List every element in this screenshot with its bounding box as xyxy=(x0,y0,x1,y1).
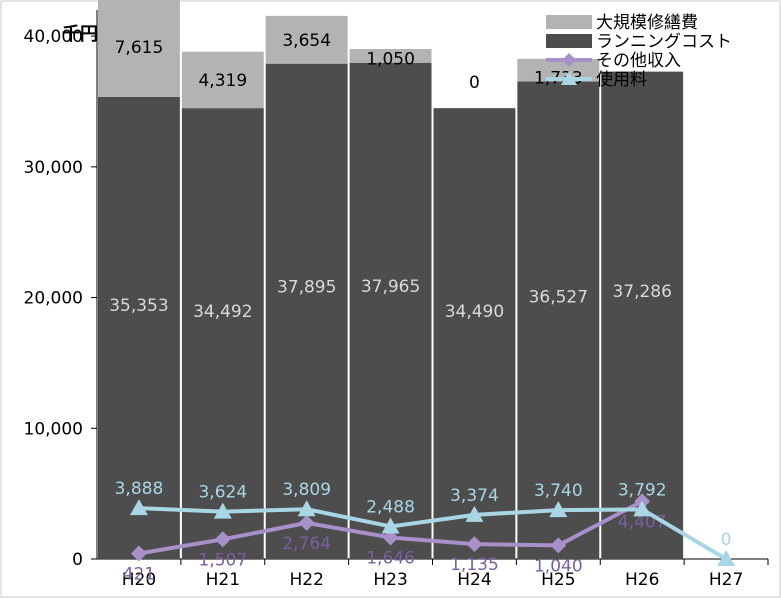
bar-data-label: 37,895 xyxy=(277,278,336,298)
bar-data-label: 34,492 xyxy=(193,302,252,322)
line-data-label: 3,740 xyxy=(534,481,583,501)
series-marker-triangle xyxy=(297,500,316,517)
line-data-label: 2,488 xyxy=(366,497,415,517)
series-marker-triangle xyxy=(633,500,652,517)
legend-marker-diamond xyxy=(562,53,576,67)
bar-segment-repair xyxy=(181,51,264,109)
legend-label: その他収入 xyxy=(596,51,681,71)
y-tick-label: 10,000 xyxy=(24,419,83,439)
y-tick-label: 40,000 xyxy=(24,27,83,47)
line-data-label: 1,507 xyxy=(198,550,247,570)
bar-data-label: 7,615 xyxy=(115,38,164,58)
bar-data-label: 3,654 xyxy=(282,31,331,51)
bar-data-label: 1,050 xyxy=(366,50,415,70)
bar-data-label: 4,319 xyxy=(198,71,247,91)
bar-segment-running xyxy=(517,81,600,560)
legend-label: ランニングコスト xyxy=(596,32,732,52)
bar-data-label: 36,527 xyxy=(529,287,588,307)
legend-label: 大規模修繕費 xyxy=(596,13,698,33)
bar-segment-running xyxy=(98,96,180,559)
legend-marker-triangle xyxy=(561,71,577,85)
line-data-label: 3,888 xyxy=(115,479,164,499)
series-marker-diamond xyxy=(130,545,147,562)
y-unit-label: 千円 xyxy=(62,24,98,45)
bar-data-label: 34,490 xyxy=(445,302,504,322)
series-marker-diamond xyxy=(550,537,567,554)
bar-segment-running xyxy=(433,108,516,559)
line-data-label: 1,646 xyxy=(366,548,415,568)
x-tick-label: H21 xyxy=(206,570,240,590)
bar-segment-running xyxy=(601,71,684,559)
series-marker-diamond xyxy=(466,536,483,553)
x-tick-label: H25 xyxy=(541,570,575,590)
bar-segment-repair xyxy=(517,58,600,82)
series-marker-diamond xyxy=(214,531,231,548)
x-tick-label: H27 xyxy=(709,570,743,590)
series-marker-diamond xyxy=(382,529,399,546)
series-marker-triangle xyxy=(381,517,400,534)
line-data-label: 3,809 xyxy=(282,480,331,500)
series-marker-triangle xyxy=(717,550,736,566)
bar-data-label: 35,353 xyxy=(109,296,168,316)
legend-swatch xyxy=(546,34,592,48)
bar-segment-running xyxy=(265,63,348,560)
series-line-usage-fee xyxy=(138,506,728,561)
bar-data-label: 0 xyxy=(469,73,480,93)
legend-swatch xyxy=(546,15,592,29)
line-data-label: 3,374 xyxy=(450,486,499,506)
line-data-label: 2,764 xyxy=(282,534,331,554)
line-data-label: 3,792 xyxy=(618,480,667,500)
line-data-label: 3,624 xyxy=(198,483,247,503)
x-tick-label: H24 xyxy=(457,570,491,590)
x-tick-label: H26 xyxy=(625,570,659,590)
bar-data-label: 37,286 xyxy=(612,282,671,302)
bar-segment-running xyxy=(349,62,432,559)
bar-segment-repair xyxy=(349,49,432,63)
bar-segment-repair xyxy=(98,0,180,97)
line-data-label: 0 xyxy=(721,530,732,550)
line-data-label: 1,040 xyxy=(534,556,583,576)
x-tick-label: H23 xyxy=(373,570,407,590)
bar-data-label: 37,965 xyxy=(361,277,420,297)
line-data-label: 421 xyxy=(123,564,155,584)
x-tick-label: H20 xyxy=(122,570,156,590)
series-marker-triangle xyxy=(465,505,484,522)
line-data-label: 1,135 xyxy=(450,555,499,575)
series-marker-diamond xyxy=(298,514,315,531)
x-tick-label: H22 xyxy=(289,570,323,590)
series-marker-triangle xyxy=(213,502,232,519)
y-tick-label: 20,000 xyxy=(24,289,83,309)
series-marker-triangle xyxy=(129,499,148,516)
bar-segment-running xyxy=(181,108,264,559)
y-tick-label: 0 xyxy=(72,550,83,570)
y-tick-label: 30,000 xyxy=(24,158,83,178)
legend-label: 使用料 xyxy=(596,69,647,90)
bar-segment-repair xyxy=(265,15,348,64)
series-marker-triangle xyxy=(549,501,568,518)
